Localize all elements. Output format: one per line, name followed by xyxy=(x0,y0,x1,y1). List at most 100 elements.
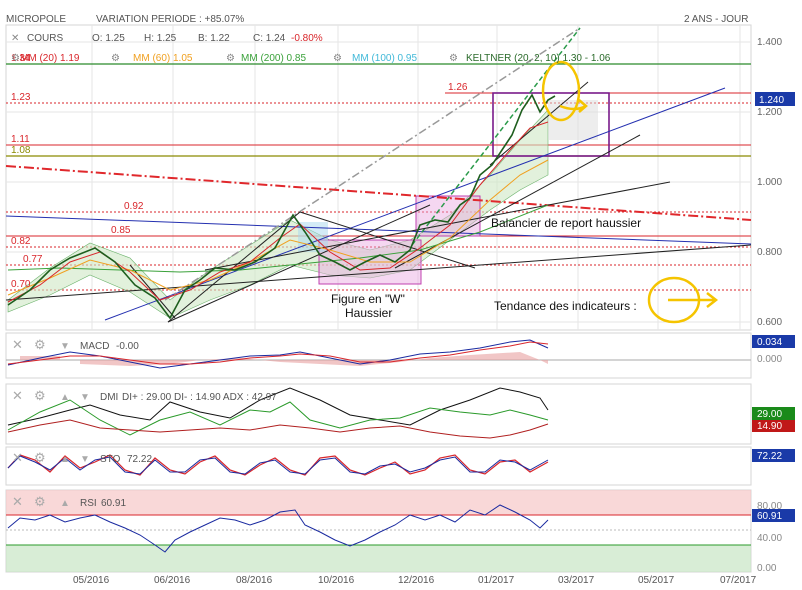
rsi-close-icon[interactable]: ✕ xyxy=(12,494,23,509)
svg-text:72.22: 72.22 xyxy=(127,454,152,465)
overlay-settings-icon[interactable]: ⚙ xyxy=(11,53,20,64)
svg-text:0.000: 0.000 xyxy=(757,354,782,365)
w-pattern-line1: Figure en "W" xyxy=(331,292,405,306)
svg-text:COURS: COURS xyxy=(27,33,63,44)
level-0-85: 0.85 xyxy=(111,225,131,236)
mm60-line xyxy=(7,159,549,296)
rsi-badge xyxy=(752,509,795,522)
rsi-badge-value: 60.91 xyxy=(757,511,782,522)
svg-text:40.00: 40.00 xyxy=(757,533,782,544)
macd-close-icon[interactable]: ✕ xyxy=(12,337,23,352)
dmi-plus-badge xyxy=(752,407,795,420)
sto-settings-icon[interactable]: ⚙ xyxy=(34,450,46,465)
svg-text:DI+ : 29.00 DI- : 14.90 ADX: DI+ : 29.00 DI- : 14.90 ADX : 42.97 xyxy=(122,392,277,403)
dmi-down-icon[interactable]: ▼ xyxy=(80,392,90,403)
period-label: 2 ANS - JOUR xyxy=(684,14,748,25)
overlay-settings-icon-3[interactable]: ⚙ xyxy=(226,53,235,64)
close-icon[interactable]: ✕ xyxy=(11,33,19,44)
rsi-axis: 80.00 40.00 0.00 xyxy=(757,501,782,574)
svg-text:0.800: 0.800 xyxy=(757,247,782,258)
svg-text:12/2016: 12/2016 xyxy=(398,575,435,586)
svg-text:05/2017: 05/2017 xyxy=(638,575,675,586)
main-gridlines xyxy=(6,25,751,330)
svg-text:01/2017: 01/2017 xyxy=(478,575,515,586)
dmi-close-icon[interactable]: ✕ xyxy=(12,388,23,403)
svg-text:MACD: MACD xyxy=(80,341,109,352)
level-1-23: 1.23 xyxy=(11,92,31,103)
svg-text:1.200: 1.200 xyxy=(757,107,782,118)
svg-text:0.00: 0.00 xyxy=(757,563,777,574)
svg-text:60.91: 60.91 xyxy=(101,498,126,509)
svg-text:03/2017: 03/2017 xyxy=(558,575,595,586)
sto-badge-value: 72.22 xyxy=(757,451,782,462)
dmi-minus-badge xyxy=(752,420,795,432)
dmi-settings-icon[interactable]: ⚙ xyxy=(34,388,46,403)
svg-text:05/2016: 05/2016 xyxy=(73,575,110,586)
svg-text:0.600: 0.600 xyxy=(757,317,782,328)
sto-up-icon[interactable]: ▲ xyxy=(60,454,70,465)
rsi-header: ✕ ⚙ ▲ RSI 60.91 xyxy=(12,494,126,509)
variation-periode: VARIATION PERIODE : +85.07% xyxy=(96,14,244,25)
svg-text:80.00: 80.00 xyxy=(757,501,782,512)
svg-text:-0.00: -0.00 xyxy=(116,341,139,352)
rsi-settings-icon[interactable]: ⚙ xyxy=(34,494,46,509)
sto-header: ✕ ⚙ ▲ ▼ STO 72.22 xyxy=(12,450,152,465)
dmi-up-icon[interactable]: ▲ xyxy=(60,392,70,403)
current-price-value: 1.240 xyxy=(759,95,784,106)
annotations: Figure en "W" Haussier Balancier de repo… xyxy=(331,216,641,320)
top-oval xyxy=(541,60,581,122)
level-0-77: 0.77 xyxy=(23,254,43,265)
level-1-26: 1.26 xyxy=(448,82,468,93)
quote-line: ✕ COURS O: 1.25 H: 1.25 B: 1.22 C: 1.24 … xyxy=(11,33,323,44)
flag-box xyxy=(415,195,481,237)
dmi-plus-value: 29.00 xyxy=(757,409,782,420)
svg-text:10/2016: 10/2016 xyxy=(318,575,355,586)
level-1-08: 1.08 xyxy=(11,145,31,156)
svg-text:MM (200) 0.85: MM (200) 0.85 xyxy=(241,53,306,64)
panel-headers: ✕ ⚙ ▼ MACD -0.00 ✕ ⚙ ▲ ▼ DMI DI+ : 29.00… xyxy=(12,337,277,509)
mm200-line xyxy=(7,204,549,273)
sto-down-icon[interactable]: ▼ xyxy=(80,454,90,465)
w-pattern-line2: Haussier xyxy=(345,306,392,320)
overlay-settings-icon-2[interactable]: ⚙ xyxy=(111,53,120,64)
sto-close-icon[interactable]: ✕ xyxy=(12,450,23,465)
level-0-70: 0.70 xyxy=(11,279,31,290)
level-1-11: 1.11 xyxy=(11,134,30,145)
svg-text:-0.80%: -0.80% xyxy=(291,33,323,44)
svg-text:MM (60) 1.05: MM (60) 1.05 xyxy=(133,53,193,64)
overlay-settings-icon-5[interactable]: ⚙ xyxy=(449,53,458,64)
main-panel xyxy=(5,24,752,331)
svg-text:O: 1.25: O: 1.25 xyxy=(92,33,125,44)
level-labels: 1.34 1.26 1.23 1.11 1.08 0.92 0.85 0.82 … xyxy=(11,53,468,290)
overlay-legend: ⚙ MM (20) 1.19 ⚙ MM (60) 1.05 ⚙ MM (200)… xyxy=(11,53,611,64)
macd-down-icon[interactable]: ▼ xyxy=(60,341,70,352)
svg-text:RSI: RSI xyxy=(80,498,97,509)
level-0-92: 0.92 xyxy=(124,201,144,212)
trend-arrow xyxy=(668,292,719,308)
tendance-label: Tendance des indicateurs : xyxy=(494,299,637,313)
macd-settings-icon[interactable]: ⚙ xyxy=(34,337,46,352)
overlay-settings-icon-4[interactable]: ⚙ xyxy=(333,53,342,64)
svg-text:KELTNER (20, 2, 10) 1.30 - 1.0: KELTNER (20, 2, 10) 1.30 - 1.06 xyxy=(466,53,611,64)
sto-panel xyxy=(5,446,752,486)
rsi-up-icon[interactable]: ▲ xyxy=(60,498,70,509)
top-arrow xyxy=(559,99,588,113)
macd-axis: 0.000 xyxy=(757,354,782,365)
svg-text:06/2016: 06/2016 xyxy=(154,575,191,586)
price-line xyxy=(7,93,556,320)
dmi-header: ✕ ⚙ ▲ ▼ DMI DI+ : 29.00 DI- : 14.90 ADX … xyxy=(12,388,277,403)
level-1-34: 1.34 xyxy=(11,53,31,64)
top-box xyxy=(492,92,610,157)
svg-text:08/2016: 08/2016 xyxy=(236,575,273,586)
svg-text:MM (100) 0.95: MM (100) 0.95 xyxy=(352,53,417,64)
svg-text:MM (20) 1.19: MM (20) 1.19 xyxy=(20,53,80,64)
sto-badge xyxy=(752,449,795,462)
ticker-name: MICROPOLE xyxy=(6,14,66,25)
macd-header: ✕ ⚙ ▼ MACD -0.00 xyxy=(12,337,139,352)
svg-text:STO: STO xyxy=(100,454,121,465)
balancier-label: Balancier de report haussier xyxy=(491,216,641,230)
header: MICROPOLE VARIATION PERIODE : +85.07% 2 … xyxy=(6,14,748,25)
svg-text:DMI: DMI xyxy=(100,392,118,403)
rsi-panel xyxy=(5,489,752,573)
